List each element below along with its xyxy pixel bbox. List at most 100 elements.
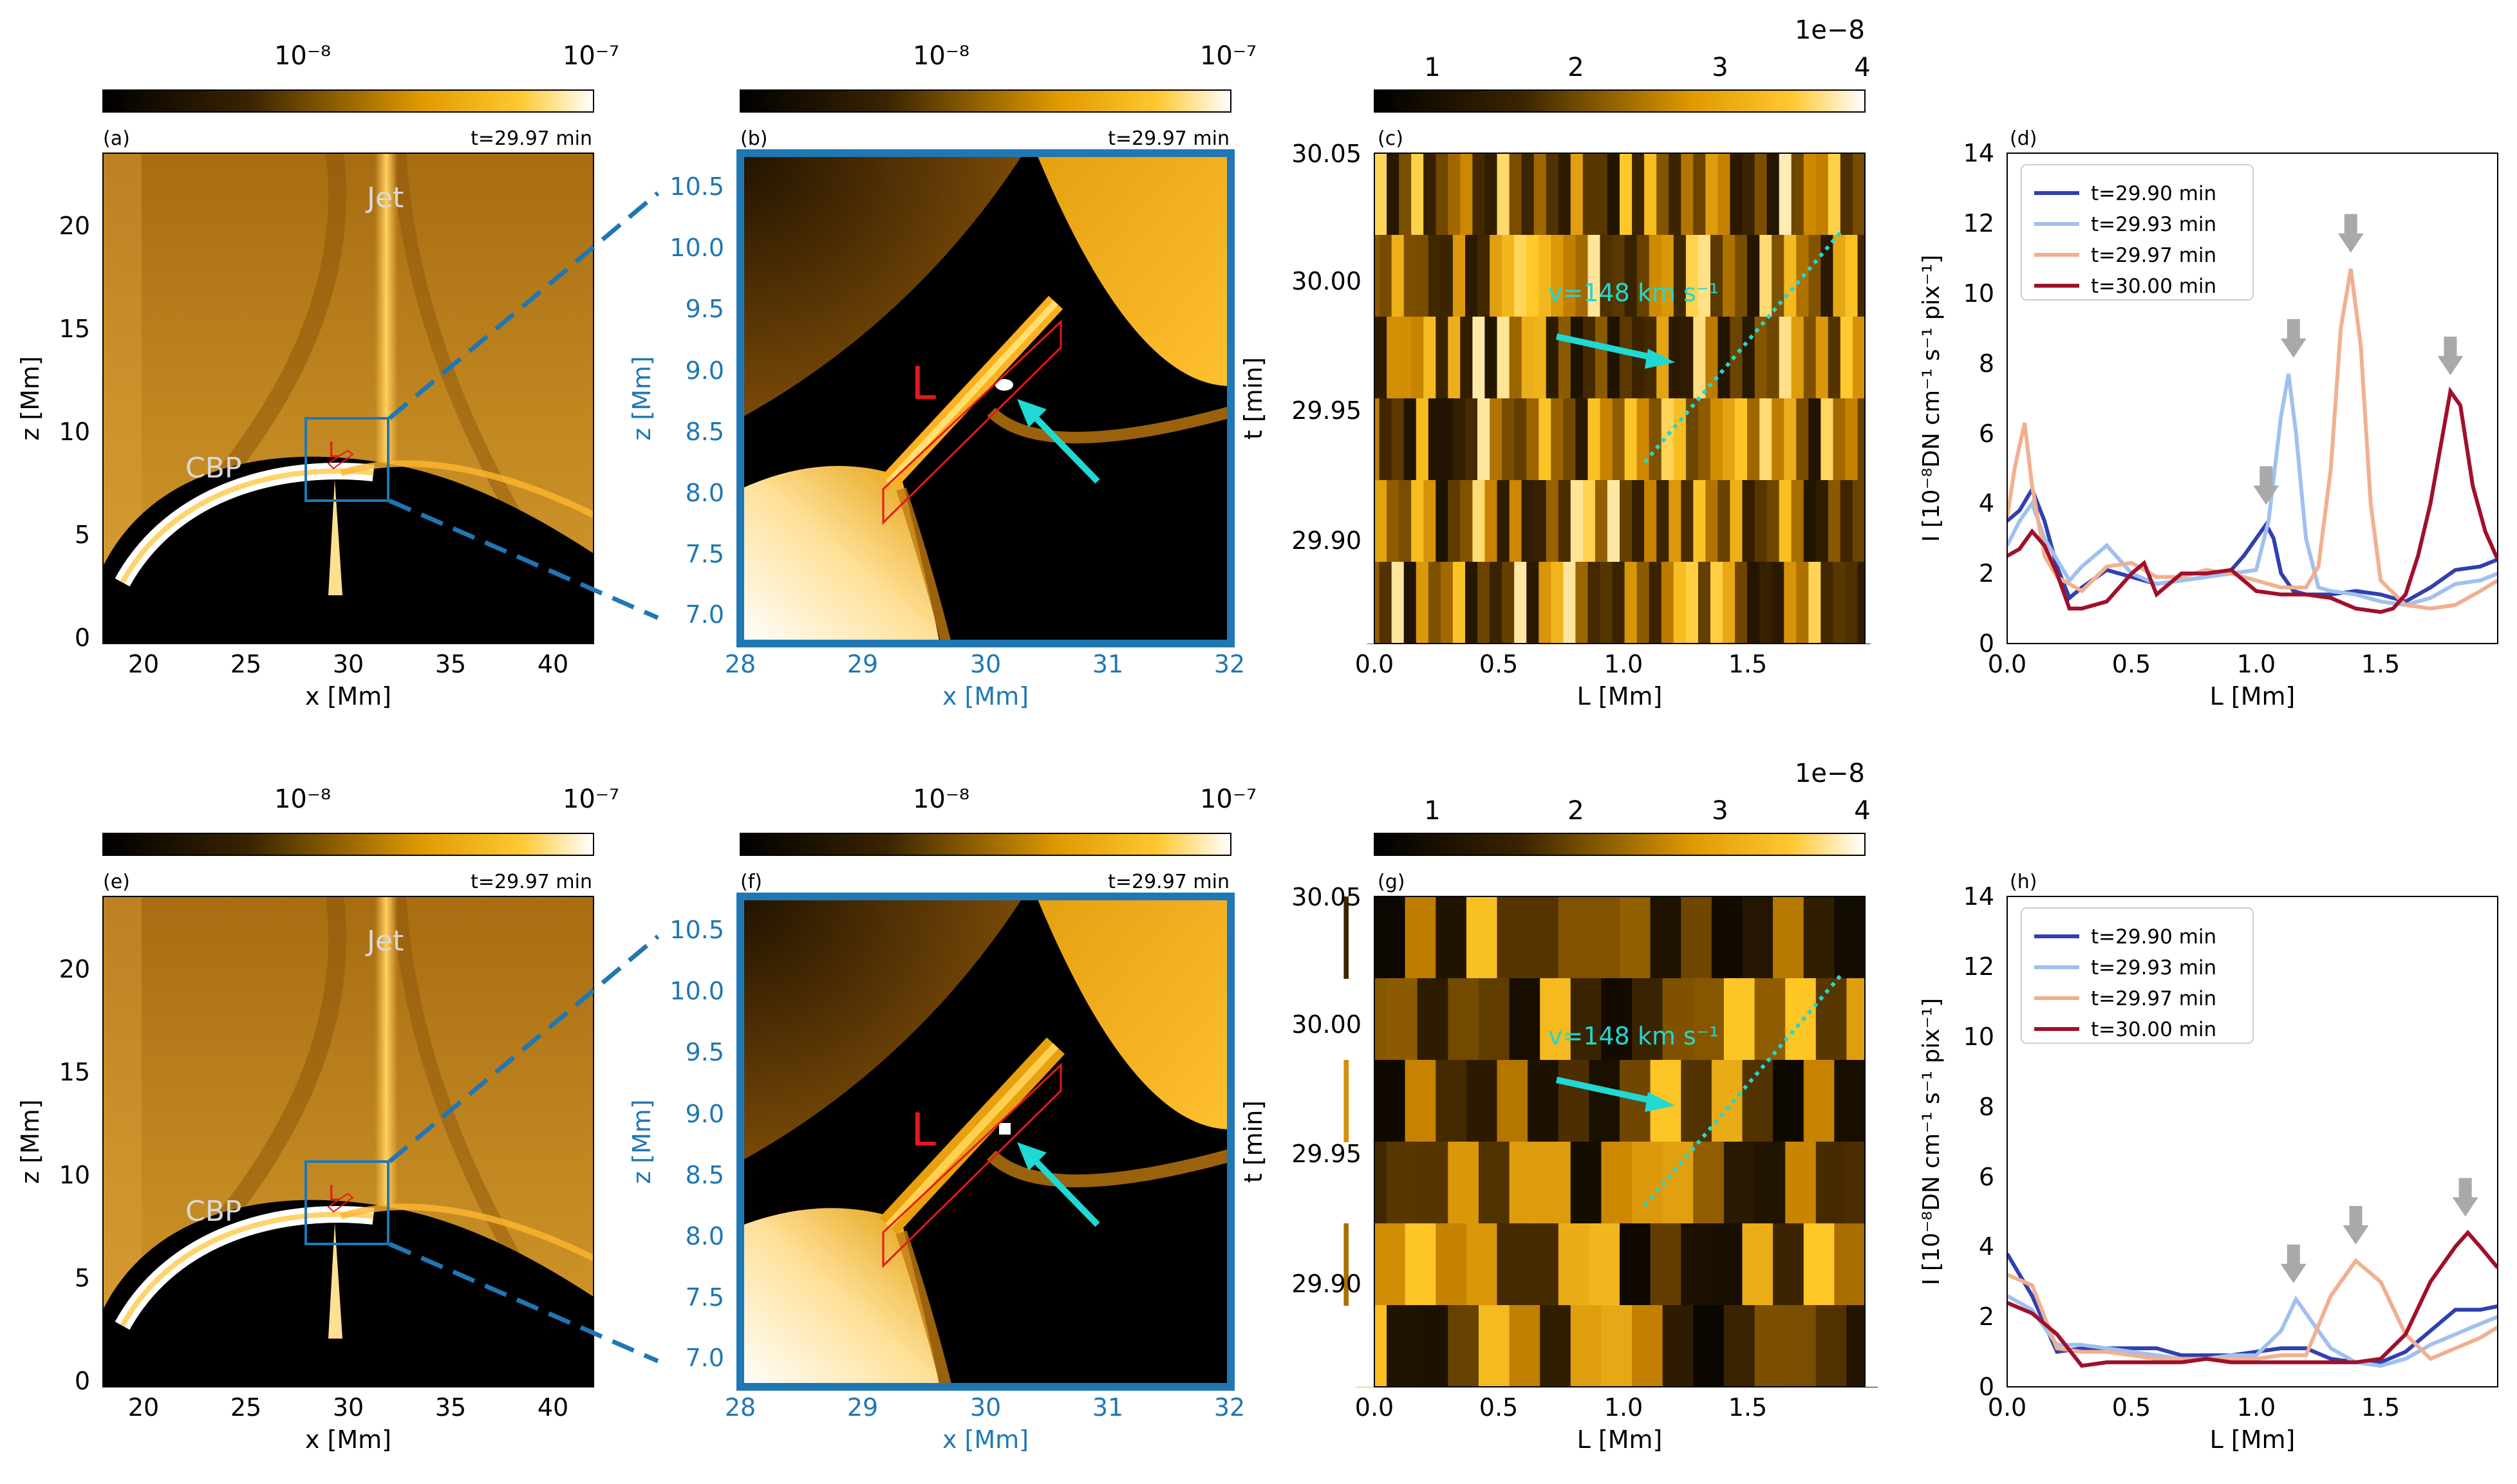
td-cell	[1546, 317, 1559, 399]
td-cell	[1551, 398, 1564, 481]
td-cell	[1742, 153, 1755, 236]
y-tick-c: 30.00	[1291, 267, 1361, 295]
td-cell	[1570, 1142, 1602, 1224]
td-cell	[1589, 1223, 1620, 1306]
td-cell	[1649, 398, 1662, 481]
td-cell	[1803, 153, 1817, 236]
td-cell	[1526, 562, 1540, 644]
td-cell	[1815, 978, 1848, 1061]
y-tick-f: 9.0	[686, 1100, 724, 1128]
td-cell	[1484, 317, 1498, 399]
legend-label: t=29.93 min	[2091, 213, 2216, 236]
td-cell	[1551, 235, 1564, 317]
y-axis-a: 0 5 10 15 20 z [Mm]	[16, 212, 90, 652]
td-cell	[1399, 480, 1412, 562]
td-cell	[1403, 562, 1417, 644]
td-cell	[1436, 153, 1449, 236]
annotation-cbp-e: CBP	[185, 1195, 241, 1228]
y-tick-g: 30.00	[1291, 1010, 1361, 1039]
annotation-L-f: L	[911, 1104, 936, 1156]
td-cell	[1723, 1305, 1755, 1387]
x-axis-h: 0.0 0.5 1.0 1.5 L [Mm]	[1988, 1393, 2400, 1454]
y-tick-f: 7.5	[686, 1283, 724, 1312]
y-tick-c: 29.90	[1291, 526, 1361, 555]
td-cell	[1803, 896, 1835, 979]
colorbar-a	[102, 89, 594, 113]
series-line-3	[2007, 268, 2498, 611]
td-cell	[1502, 562, 1515, 644]
td-cell	[1723, 978, 1755, 1061]
td-cell	[1497, 896, 1529, 979]
x-tick-g: 0.0	[1355, 1393, 1394, 1422]
series-line-3	[2007, 1257, 2498, 1362]
y-tick-a: 5	[75, 521, 90, 549]
td-cell	[1803, 1060, 1835, 1142]
td-cell	[1440, 562, 1454, 644]
td-cell	[1735, 398, 1748, 481]
td-cell	[1742, 1223, 1774, 1306]
td-cell	[1478, 978, 1510, 1061]
td-cell	[1612, 562, 1625, 644]
panel-g-label: (g)	[1378, 871, 1405, 893]
td-cell	[1711, 1060, 1743, 1142]
x-tick-b: 31	[1092, 650, 1123, 678]
colorbar-e-tick-low: 10⁻⁸	[274, 784, 331, 814]
td-cell	[1650, 1223, 1682, 1306]
td-cell	[1514, 562, 1528, 644]
x-label-d: L [Mm]	[2210, 682, 2296, 710]
td-cell	[1705, 317, 1719, 399]
y-tick-f: 7.0	[686, 1344, 724, 1372]
y-tick-h: 10	[1963, 1023, 1994, 1051]
td-cell	[1820, 235, 1834, 317]
y-label-g: t [min]	[1239, 1100, 1268, 1183]
y-tick-h: 8	[1979, 1093, 1994, 1121]
td-cell	[1417, 978, 1449, 1061]
td-cell	[1570, 480, 1584, 562]
td-cell	[1784, 398, 1797, 481]
colorbar-g	[1374, 833, 1866, 856]
td-cell	[1693, 1142, 1725, 1224]
y-tick-h: 2	[1979, 1303, 1994, 1331]
td-cell	[1620, 480, 1633, 562]
td-cell	[1533, 153, 1547, 236]
td-cell	[1711, 1223, 1743, 1306]
td-cell	[1533, 480, 1547, 562]
td-cell	[1428, 235, 1441, 317]
td-cell	[1815, 153, 1829, 236]
td-cell	[1428, 562, 1441, 644]
td-cell	[1772, 235, 1785, 317]
td-cell	[1570, 978, 1602, 1061]
td-cell	[1558, 480, 1571, 562]
td-cell	[1416, 562, 1429, 644]
td-cell	[1730, 317, 1743, 399]
td-cell	[1558, 153, 1571, 236]
td-cell	[1539, 562, 1552, 644]
velocity-label-g: v=148 km s⁻¹	[1548, 1022, 1719, 1050]
td-cell	[1546, 153, 1559, 236]
td-cell	[1808, 398, 1822, 481]
td-cell	[1852, 480, 1866, 562]
td-cell	[1521, 480, 1535, 562]
colorbar-c-tick: 2	[1567, 53, 1584, 82]
y-label-e: z [Mm]	[16, 1099, 44, 1183]
td-cell	[1575, 562, 1589, 644]
colorbar-c	[1374, 89, 1866, 113]
td-cell	[1478, 1142, 1510, 1224]
td-cell	[1723, 1142, 1755, 1224]
panel-d-label: (d)	[2010, 127, 2037, 150]
td-cell	[1698, 398, 1711, 481]
td-cell	[1773, 896, 1804, 979]
td-cell	[1612, 235, 1625, 317]
y-label-h: I [10⁻⁸DN cm⁻¹ s⁻¹ pix⁻¹]	[1918, 998, 1945, 1285]
y-tick-d: 0	[1979, 629, 1994, 658]
td-cell	[1502, 398, 1515, 481]
td-cell	[1587, 235, 1601, 317]
td-cell	[1465, 398, 1479, 481]
arrow-b	[1027, 409, 1100, 484]
y-tick-a: 15	[59, 315, 90, 343]
td-cell	[1563, 398, 1577, 481]
td-cell	[1685, 398, 1699, 481]
td-cell	[1589, 896, 1620, 979]
td-cell	[1600, 562, 1613, 644]
peak-arrows-d	[2253, 214, 2464, 505]
